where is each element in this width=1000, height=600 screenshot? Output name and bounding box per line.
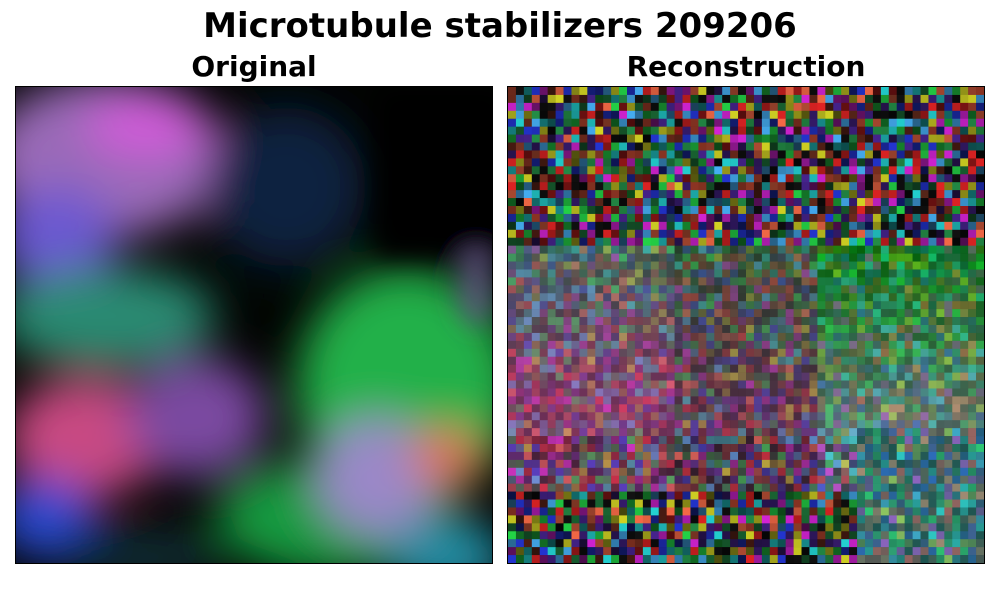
reconstruction-image-panel xyxy=(507,86,985,564)
original-image-panel xyxy=(15,86,493,564)
original-image xyxy=(16,87,492,563)
reconstruction-image xyxy=(508,87,984,563)
original-panel-title: Original xyxy=(191,50,317,83)
figure-title: Microtubule stabilizers 209206 xyxy=(203,6,797,46)
reconstruction-panel-title: Reconstruction xyxy=(626,50,866,83)
